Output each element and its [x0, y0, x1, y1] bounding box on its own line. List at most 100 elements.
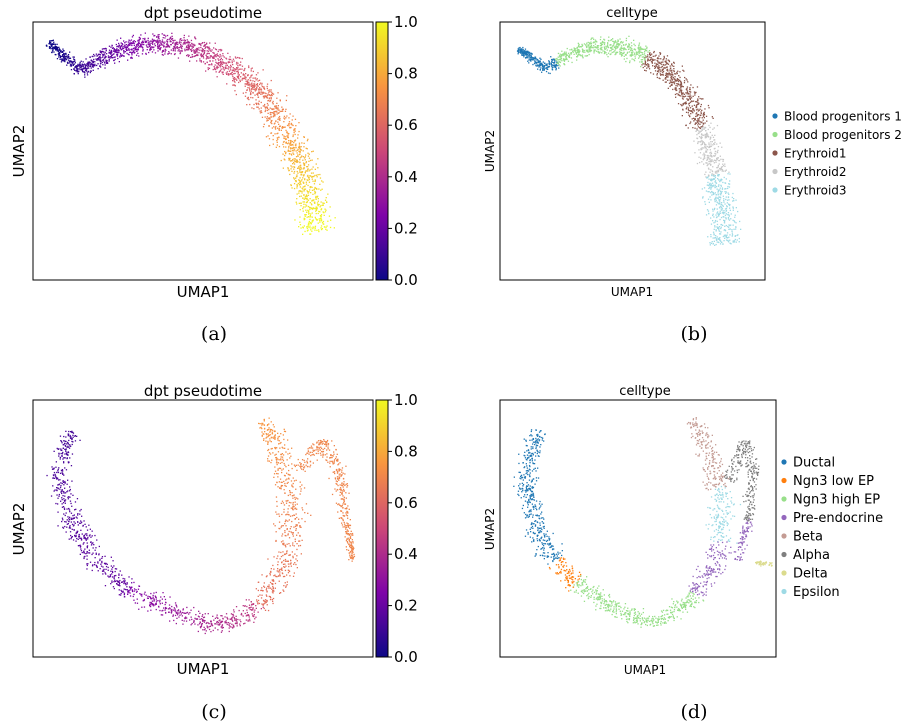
panel-b-point: [610, 44, 612, 46]
panel-a-point: [269, 89, 271, 91]
panel-b-point: [681, 89, 683, 91]
panel-c-point: [217, 617, 219, 619]
panel-a-point: [89, 64, 91, 66]
panel-c-point: [76, 537, 78, 540]
panel-c-point: [169, 596, 171, 598]
panel-a-point: [302, 233, 304, 235]
panel-b-point: [631, 51, 633, 53]
panel-a-point: [300, 149, 303, 151]
panel-c-point: [299, 526, 301, 528]
panel-a-point: [264, 106, 266, 109]
panel-a-point: [87, 63, 89, 66]
panel-b-point: [696, 129, 698, 131]
panel-a-point: [190, 50, 193, 52]
panel-b-point: [653, 51, 655, 54]
panel-b-point: [732, 200, 734, 202]
panel-a-point: [319, 177, 322, 179]
panel-a-point: [52, 49, 54, 51]
panel-a-point: [280, 159, 282, 162]
panel-a-point: [288, 169, 290, 171]
panel-b-point: [675, 89, 677, 92]
panel-a-point: [294, 219, 296, 221]
panel-a-point: [208, 48, 210, 50]
panel-b-point: [670, 77, 672, 79]
panel-b-point: [729, 224, 731, 227]
panel-b-point: [685, 78, 687, 80]
panel-a-point: [78, 70, 80, 72]
panel-c-point: [284, 484, 286, 487]
panel-a-point: [264, 103, 266, 106]
panel-c-point: [271, 447, 273, 450]
panel-a-point: [101, 50, 103, 53]
panel-b: celltype UMAP1 UMAP2 Blood progenitors 1…: [483, 6, 901, 345]
panel-a-point: [154, 43, 156, 45]
panel-b-point: [699, 127, 701, 129]
panel-a-point: [158, 34, 160, 36]
panel-b-point: [558, 67, 560, 69]
panel-a-point: [59, 58, 61, 60]
panel-a-point: [261, 91, 263, 93]
panel-c-point: [99, 568, 101, 570]
panel-b-point: [686, 90, 689, 92]
panel-b-point: [517, 48, 519, 50]
panel-b-point: [710, 217, 712, 219]
panel-a-point: [322, 204, 324, 206]
panel-c-point: [65, 436, 67, 438]
panel-a-point: [285, 142, 288, 144]
panel-c-point: [279, 528, 281, 530]
panel-b-point: [593, 49, 595, 51]
panel-a-point: [232, 69, 235, 71]
panel-c-point: [67, 462, 70, 464]
panel-a-point: [309, 186, 311, 189]
panel-a-point: [276, 108, 278, 110]
panel-b-point: [665, 78, 667, 80]
panel-a-point: [200, 53, 202, 55]
panel-b-point: [679, 85, 682, 87]
panel-b-point: [713, 237, 716, 239]
panel-c-point: [54, 473, 56, 476]
panel-b-point: [553, 59, 556, 61]
panel-b-point: [634, 57, 636, 59]
panel-b-point: [654, 55, 656, 57]
panel-a-point: [304, 215, 306, 217]
panel-b-point: [683, 70, 685, 72]
panel-c-point: [288, 514, 290, 516]
panel-b-point: [522, 48, 524, 51]
panel-b-point: [625, 60, 627, 63]
panel-b-point: [710, 188, 712, 190]
panel-a-point: [311, 204, 313, 206]
panel-a-point: [259, 82, 262, 84]
panel-a-point: [308, 177, 310, 179]
panel-b-point: [699, 108, 701, 110]
panel-b-point: [556, 62, 558, 64]
panel-a-point: [180, 45, 182, 47]
panel-a-point: [69, 60, 71, 62]
panel-b-point: [734, 214, 736, 216]
panel-b-point: [547, 66, 549, 68]
panel-b-point: [668, 59, 670, 62]
panel-c-point: [291, 532, 293, 534]
panel-a-point: [120, 37, 122, 39]
panel-c-point: [291, 447, 293, 449]
panel-a-point: [186, 39, 188, 41]
panel-a-point: [93, 53, 95, 56]
panel-a-point: [123, 55, 125, 57]
panel-b-point: [644, 50, 646, 52]
panel-a-point: [193, 45, 195, 47]
panel-b-point: [712, 174, 715, 176]
panel-a-point: [140, 43, 142, 45]
panel-c-point: [75, 540, 77, 542]
panel-b-point: [610, 39, 613, 41]
panel-a-point: [308, 178, 310, 181]
panel-c-point: [127, 592, 129, 594]
panel-c-point: [264, 609, 267, 611]
panel-c-point: [121, 581, 123, 583]
panel-a-point: [304, 178, 306, 180]
panel-a-point: [196, 60, 198, 62]
panel-a-point: [105, 60, 107, 62]
panel-b-point: [687, 107, 690, 109]
panel-b-point: [666, 73, 668, 75]
panel-a-point: [87, 62, 89, 64]
panel-a-point: [243, 77, 246, 80]
panel-b-point: [733, 241, 735, 243]
